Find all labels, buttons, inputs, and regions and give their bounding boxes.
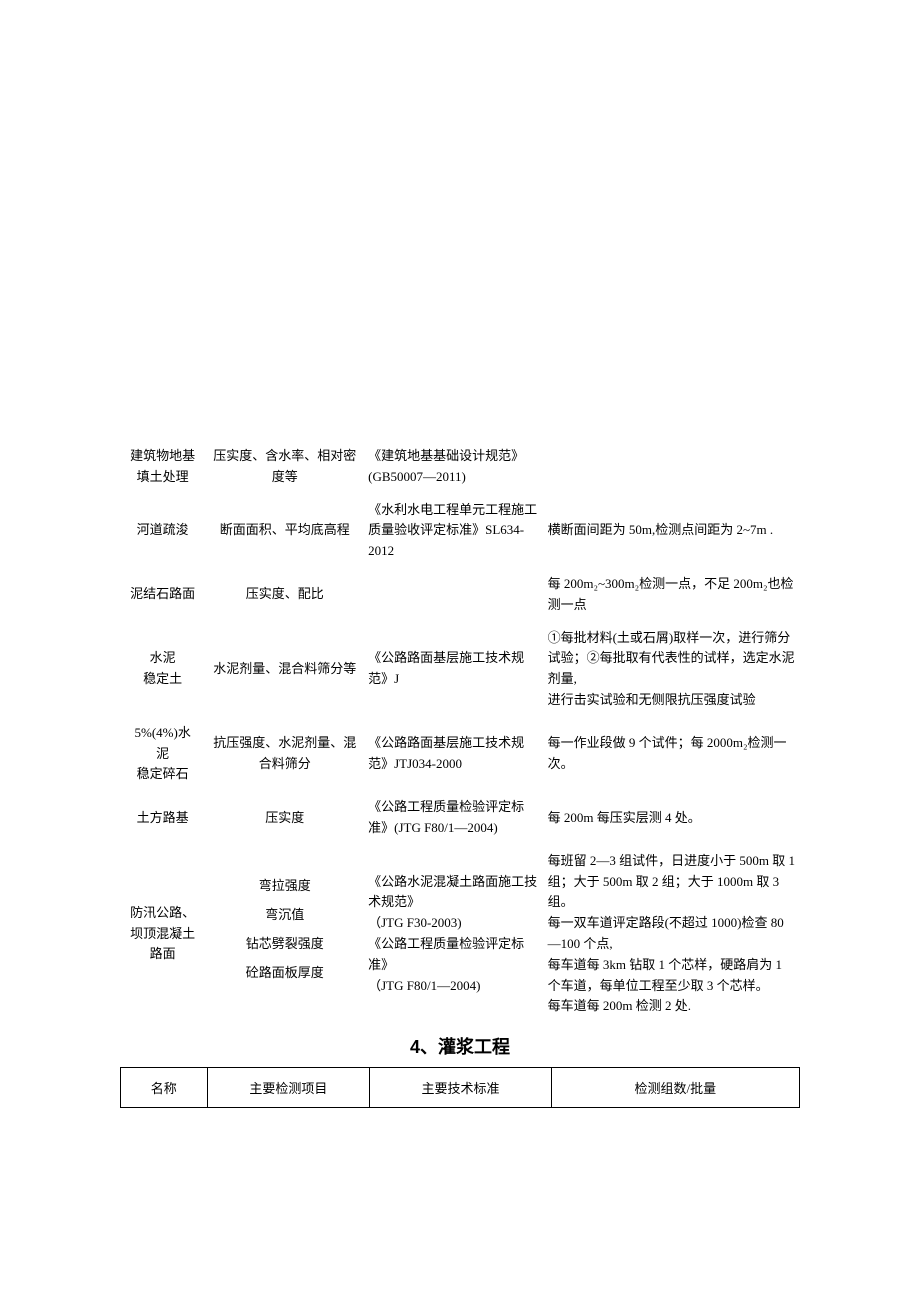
- section-title: 4、灌浆工程: [120, 1033, 800, 1059]
- cell-detect: 抗压强度、水泥剂量、混合料筛分: [205, 717, 364, 791]
- cell-name: 水泥稳定土: [120, 622, 205, 717]
- table-row: 水泥稳定土 水泥剂量、混合料筛分等 《公路路面基层施工技术规范》J ①每批材料(…: [120, 622, 800, 717]
- table-row: 防汛公路、坝顶混凝土路面 弯拉强度 弯沉值 钻芯劈裂强度 砼路面板厚度 《公路水…: [120, 845, 800, 1023]
- cell-detect: 压实度: [205, 791, 364, 845]
- cell-std: 《建筑地基基础设计规范》(GB50007—2011): [364, 440, 543, 494]
- cell-batch: [544, 440, 800, 494]
- detect-item: 砼路面板厚度: [209, 963, 360, 984]
- cell-name: 5%(4%)水泥稳定碎石: [120, 717, 205, 791]
- cell-detect: 断面面积、平均底高程: [205, 494, 364, 568]
- header-batch: 检测组数/批量: [551, 1068, 799, 1108]
- cell-detect: 弯拉强度 弯沉值 钻芯劈裂强度 砼路面板厚度: [205, 845, 364, 1023]
- cell-detect: 水泥剂量、混合料筛分等: [205, 622, 364, 717]
- cell-batch: 每 200m₂~300m₂检测一点，不足 200m₂也检测一点: [544, 568, 800, 622]
- cell-batch: ①每批材料(土或石屑)取样一次，进行筛分试验；②每批取有代表性的试样，选定水泥剂…: [544, 622, 800, 717]
- cell-batch: 每 200m 每压实层测 4 处。: [544, 791, 800, 845]
- batch-item: 每一双车道评定路段(不超过 1000)检查 80—100 个点,: [548, 913, 796, 955]
- cell-std: 《公路路面基层施工技术规范》JTJ034-2000: [364, 717, 543, 791]
- cell-detect: 压实度、配比: [205, 568, 364, 622]
- cell-name: 防汛公路、坝顶混凝土路面: [120, 845, 205, 1023]
- cell-detect: 压实度、含水率、相对密度等: [205, 440, 364, 494]
- detect-item: 弯沉值: [209, 905, 360, 926]
- header-name: 名称: [121, 1068, 208, 1108]
- cell-std: 《公路水泥混凝土路面施工技术规范》（JTG F30-2003)《公路工程质量检验…: [364, 845, 543, 1023]
- cell-batch: 每一作业段做 9 个试件；每 2000m₂检测一次。: [544, 717, 800, 791]
- table-row: 建筑物地基填土处理 压实度、含水率、相对密度等 《建筑地基基础设计规范》(GB5…: [120, 440, 800, 494]
- cell-std: 《公路工程质量检验评定标准》(JTG F80/1—2004): [364, 791, 543, 845]
- cell-batch: 每班留 2—3 组试件，日进度小于 500m 取 1 组；大于 500m 取 2…: [544, 845, 800, 1023]
- truncated-text: 进行击实试验和无侧限抗压强度试验: [548, 690, 796, 711]
- cell-name: 泥结石路面: [120, 568, 205, 622]
- cell-std: 《公路路面基层施工技术规范》J: [364, 622, 543, 717]
- header-std: 主要技术标准: [370, 1068, 552, 1108]
- table-row: 河道疏浚 断面面积、平均底高程 《水利水电工程单元工程施工质量验收评定标准》SL…: [120, 494, 800, 568]
- table-row: 土方路基 压实度 《公路工程质量检验评定标准》(JTG F80/1—2004) …: [120, 791, 800, 845]
- spec-table: 建筑物地基填土处理 压实度、含水率、相对密度等 《建筑地基基础设计规范》(GB5…: [120, 440, 800, 1023]
- cell-std: [364, 568, 543, 622]
- table-row: 5%(4%)水泥稳定碎石 抗压强度、水泥剂量、混合料筛分 《公路路面基层施工技术…: [120, 717, 800, 791]
- header-table: 名称 主要检测项目 主要技术标准 检测组数/批量: [120, 1067, 800, 1108]
- cell-name: 土方路基: [120, 791, 205, 845]
- header-row: 名称 主要检测项目 主要技术标准 检测组数/批量: [121, 1068, 800, 1108]
- cell-batch: 横断面间距为 50m,检测点间距为 2~7m .: [544, 494, 800, 568]
- batch-item: 每车道每 3km 钻取 1 个芯样，硬路肩为 1 个车道，每单位工程至少取 3 …: [548, 955, 796, 997]
- batch-item: 每车道每 200m 检测 2 处.: [548, 996, 796, 1017]
- cell-name: 河道疏浚: [120, 494, 205, 568]
- table-row: 泥结石路面 压实度、配比 每 200m₂~300m₂检测一点，不足 200m₂也…: [120, 568, 800, 622]
- cell-std: 《水利水电工程单元工程施工质量验收评定标准》SL634-2012: [364, 494, 543, 568]
- header-detect: 主要检测项目: [207, 1068, 370, 1108]
- detect-item: 弯拉强度: [209, 876, 360, 897]
- batch-item: 每班留 2—3 组试件，日进度小于 500m 取 1 组；大于 500m 取 2…: [548, 851, 796, 913]
- cell-name: 建筑物地基填土处理: [120, 440, 205, 494]
- detect-item: 钻芯劈裂强度: [209, 934, 360, 955]
